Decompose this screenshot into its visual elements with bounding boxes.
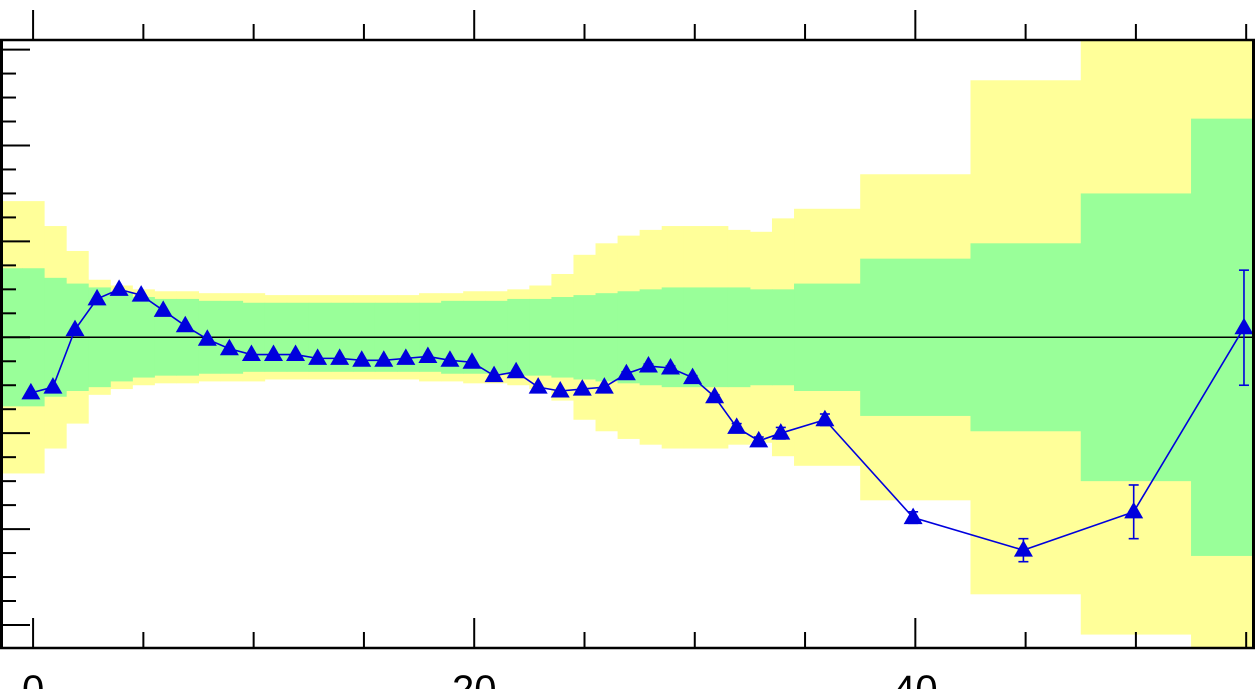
data-point	[197, 329, 217, 346]
x-tick-label: 0	[22, 668, 44, 689]
data-point	[484, 365, 504, 383]
data-point	[638, 356, 658, 373]
data-point	[286, 344, 306, 362]
data-point	[683, 367, 703, 385]
data-point	[65, 319, 85, 337]
data-point	[550, 380, 570, 398]
axes: 0 20 40	[0, 10, 1255, 689]
x-tick-label: 20	[452, 668, 497, 689]
data-point	[418, 346, 438, 363]
data-point	[528, 377, 548, 394]
data-point	[440, 350, 460, 367]
data-point	[771, 423, 791, 440]
data-point	[727, 417, 747, 434]
data-point	[396, 348, 416, 365]
data-point	[903, 507, 923, 525]
data-point	[153, 300, 173, 317]
data-point	[1013, 540, 1033, 557]
data-point	[594, 377, 614, 394]
data-point	[462, 352, 482, 369]
uncertainty-bands	[0, 40, 1255, 648]
data-point	[616, 363, 636, 381]
data-point	[705, 386, 725, 404]
data-point	[749, 430, 769, 448]
data-point	[572, 379, 592, 396]
data-point	[21, 382, 41, 400]
data-point	[374, 350, 394, 367]
data-point	[506, 361, 526, 379]
data-series	[21, 269, 1254, 563]
data-point	[330, 348, 350, 365]
data-point	[308, 348, 328, 365]
data-point	[815, 409, 835, 427]
data-point	[352, 350, 372, 367]
data-point	[263, 344, 283, 362]
data-point	[241, 344, 261, 362]
data-point	[109, 279, 129, 296]
data-point	[1124, 501, 1144, 519]
data-point	[175, 315, 195, 333]
x-tick-label: 40	[893, 668, 938, 689]
data-point	[1234, 317, 1254, 335]
series-line	[30, 288, 1245, 552]
data-point	[219, 338, 239, 356]
data-point	[87, 288, 107, 306]
data-point	[131, 285, 151, 302]
data-point	[43, 377, 63, 394]
data-point	[661, 357, 681, 375]
